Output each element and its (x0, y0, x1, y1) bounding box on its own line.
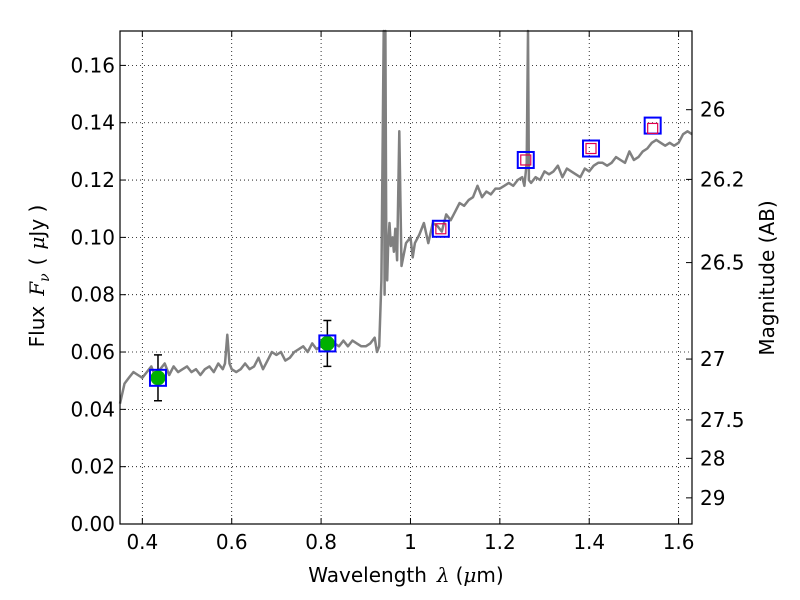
photometry-layer (148, 116, 662, 402)
y-axis-subscript: ν (37, 273, 53, 282)
x-tick-label: 0.8 (305, 530, 337, 554)
magnitude-tick-label: 27 (700, 347, 725, 371)
y-tick-label: 0.16 (70, 53, 115, 77)
magnitude-tick-label: 28 (700, 446, 725, 470)
y-axis-unit-close: Jy ) (25, 205, 49, 239)
magnitude-axis-title: Magnitude (AB) (755, 200, 779, 355)
model-box (318, 334, 337, 353)
x-axis-label: Wavelength (308, 563, 427, 587)
x-axis-unit-close: m) (476, 563, 503, 587)
x-axis-symbol: λ (436, 563, 450, 587)
y-tick-label: 0.12 (70, 168, 115, 192)
y-tick-label: 0.14 (70, 111, 115, 135)
model-box (516, 150, 535, 169)
photometry-point (319, 335, 335, 351)
y-tick-label: 0.10 (70, 225, 115, 249)
y-axis-symbol: F (25, 281, 49, 297)
spectrum-line (118, 29, 693, 404)
x-tick-label: 1 (404, 530, 417, 554)
x-axis-unit-open: ( (456, 563, 464, 587)
x-tick-label: 0.6 (216, 530, 248, 554)
y-axis-unit-mu: μ (25, 237, 49, 250)
model-box (148, 368, 167, 387)
magnitude-tick-label: 26 (700, 98, 725, 122)
magnitude-tick-label: 27.5 (700, 408, 745, 432)
spectrum-layer (118, 29, 693, 404)
grid (120, 31, 692, 525)
y-tick-label: 0.08 (70, 283, 115, 307)
observed-box (585, 142, 597, 155)
x-axis-title: Wavelength λ (μm) (308, 563, 503, 587)
plot-frame (119, 30, 693, 525)
observed-box (435, 223, 447, 235)
y-axis-title: Flux Fν ( μJy ) (25, 205, 53, 348)
magnitude-tick-label: 29 (700, 486, 725, 510)
y-tick-label: 0.04 (70, 397, 115, 421)
magnitude-tick-label: 26.2 (700, 167, 745, 191)
ticks: 0.4 0.6 0.8 1 1.2 1.4 1.6 0.00 0.02 0.04 0.06 0.08 0… (70, 31, 745, 554)
x-tick-label: 1.2 (484, 530, 516, 554)
model-box (431, 219, 450, 238)
magnitude-tick-label: 26.5 (700, 251, 745, 275)
y-tick-label: 0.00 (70, 512, 115, 536)
x-axis-unit-mu: μ (463, 563, 476, 587)
model-box (582, 139, 601, 158)
x-tick-label: 1.4 (573, 530, 605, 554)
y-axis-label: Flux (25, 306, 49, 348)
y-tick-label: 0.06 (70, 340, 115, 364)
observed-box (647, 122, 659, 135)
x-tick-label: 0.4 (126, 530, 158, 554)
observed-box (520, 154, 532, 166)
y-tick-label: 0.02 (70, 455, 115, 479)
y-axis-unit-open: ( (25, 258, 49, 266)
x-tick-label: 1.6 (663, 530, 695, 554)
photometry-point (150, 370, 166, 386)
